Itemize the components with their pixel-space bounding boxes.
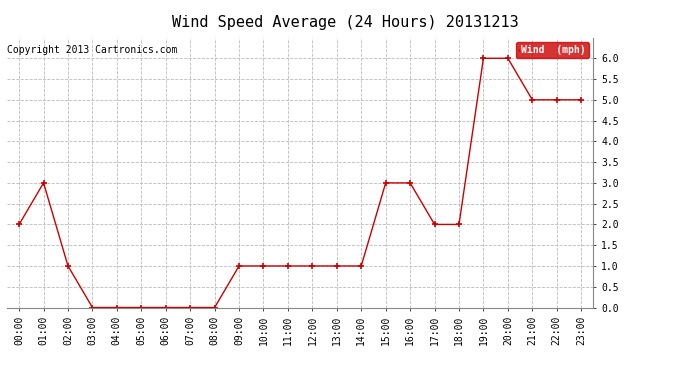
Text: Wind Speed Average (24 Hours) 20131213: Wind Speed Average (24 Hours) 20131213 [172,15,518,30]
Text: Copyright 2013 Cartronics.com: Copyright 2013 Cartronics.com [7,45,177,55]
Legend: Wind  (mph): Wind (mph) [516,42,589,58]
